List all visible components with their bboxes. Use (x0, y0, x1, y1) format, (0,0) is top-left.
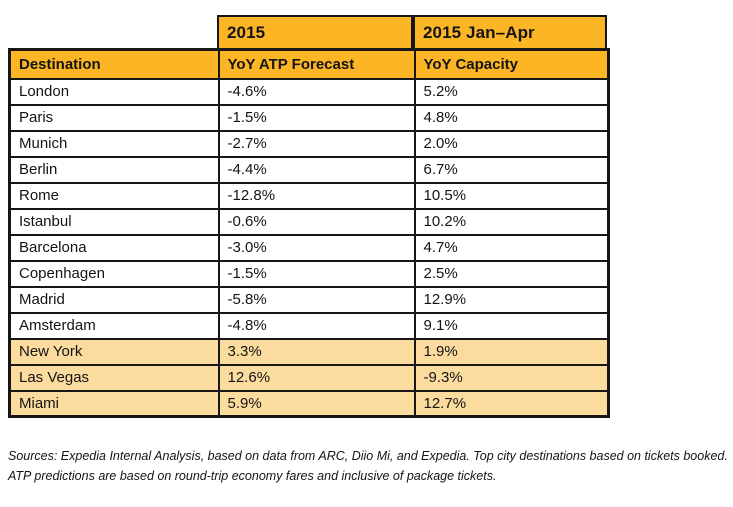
atp-forecast-cell: -2.7% (217, 129, 416, 158)
capacity-cell: 12.9% (413, 285, 610, 314)
destination-column-header: Destination (8, 48, 220, 80)
table-row: Madrid -5.8% 12.9% (8, 285, 610, 314)
destination-cell: New York (8, 337, 220, 366)
capacity-cell: -9.3% (413, 363, 610, 392)
table-body: London -4.6% 5.2% Paris -1.5% 4.8% Munic… (8, 77, 610, 418)
table-row: New York 3.3% 1.9% (8, 337, 610, 366)
destination-cell: Berlin (8, 155, 220, 184)
period-header-row: 2015 2015 Jan–Apr (217, 15, 733, 48)
atp-capacity-table: 2015 2015 Jan–Apr Destination YoY ATP Fo… (8, 15, 733, 487)
period-header-2015: 2015 (217, 15, 413, 48)
destination-cell: Barcelona (8, 233, 220, 262)
capacity-cell: 2.0% (413, 129, 610, 158)
atp-forecast-cell: -1.5% (217, 103, 416, 132)
capacity-cell: 2.5% (413, 259, 610, 288)
table-row: Rome -12.8% 10.5% (8, 181, 610, 210)
capacity-cell: 1.9% (413, 337, 610, 366)
atp-forecast-column-header: YoY ATP Forecast (217, 48, 416, 80)
sources-note: Sources: Expedia Internal Analysis, base… (8, 449, 728, 483)
destination-cell: Las Vegas (8, 363, 220, 392)
atp-forecast-cell: -4.8% (217, 311, 416, 340)
destination-cell: Copenhagen (8, 259, 220, 288)
atp-forecast-cell: -3.0% (217, 233, 416, 262)
atp-forecast-cell: -4.4% (217, 155, 416, 184)
capacity-cell: 9.1% (413, 311, 610, 340)
destination-cell: Munich (8, 129, 220, 158)
destination-cell: Paris (8, 103, 220, 132)
table-row: Berlin -4.4% 6.7% (8, 155, 610, 184)
capacity-cell: 12.7% (413, 389, 610, 418)
destination-cell: Miami (8, 389, 220, 418)
capacity-column-header: YoY Capacity (413, 48, 610, 80)
capacity-cell: 6.7% (413, 155, 610, 184)
capacity-cell: 10.2% (413, 207, 610, 236)
atp-forecast-cell: -12.8% (217, 181, 416, 210)
table-row: Barcelona -3.0% 4.7% (8, 233, 610, 262)
capacity-cell: 5.2% (413, 77, 610, 106)
table-row: Miami 5.9% 12.7% (8, 389, 610, 418)
capacity-cell: 4.7% (413, 233, 610, 262)
table-row: London -4.6% 5.2% (8, 77, 610, 106)
table-row: Las Vegas 12.6% -9.3% (8, 363, 610, 392)
destination-cell: Amsterdam (8, 311, 220, 340)
destination-cell: Istanbul (8, 207, 220, 236)
destination-cell: Rome (8, 181, 220, 210)
table-row: Copenhagen -1.5% 2.5% (8, 259, 610, 288)
table-row: Amsterdam -4.8% 9.1% (8, 311, 610, 340)
destinations-table: Destination YoY ATP Forecast YoY Capacit… (8, 48, 610, 418)
table-row: Istanbul -0.6% 10.2% (8, 207, 610, 236)
destination-cell: Madrid (8, 285, 220, 314)
atp-forecast-cell: -4.6% (217, 77, 416, 106)
capacity-cell: 10.5% (413, 181, 610, 210)
destination-cell: London (8, 77, 220, 106)
atp-forecast-cell: -0.6% (217, 207, 416, 236)
period-header-2015-jan-apr: 2015 Jan–Apr (413, 15, 607, 48)
column-header-row: Destination YoY ATP Forecast YoY Capacit… (8, 48, 610, 80)
atp-forecast-cell: 3.3% (217, 337, 416, 366)
table-row: Munich -2.7% 2.0% (8, 129, 610, 158)
atp-forecast-cell: 5.9% (217, 389, 416, 418)
atp-forecast-cell: -5.8% (217, 285, 416, 314)
capacity-cell: 4.8% (413, 103, 610, 132)
atp-forecast-cell: 12.6% (217, 363, 416, 392)
table-row: Paris -1.5% 4.8% (8, 103, 610, 132)
atp-forecast-cell: -1.5% (217, 259, 416, 288)
